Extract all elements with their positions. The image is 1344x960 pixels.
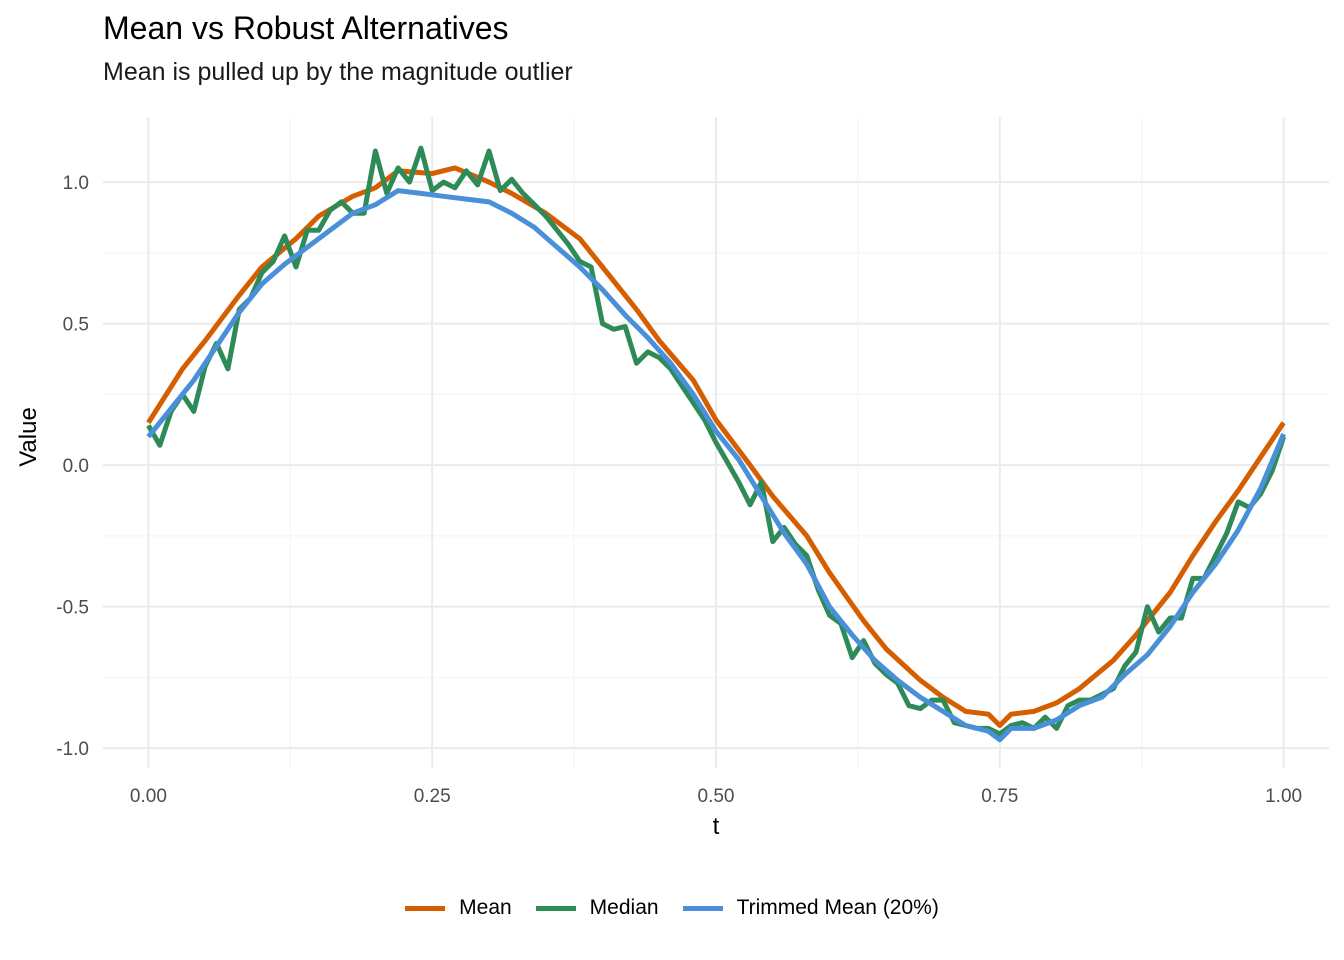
x-axis-ticks: 0.00 0.25 0.50 0.75 1.00 xyxy=(130,786,1302,807)
legend-label-mean: Mean xyxy=(459,896,512,919)
y-axis-title: Value xyxy=(15,407,42,467)
legend-swatch-median xyxy=(535,905,576,911)
plot-area: 0.00 0.25 0.50 0.75 1.00 -1.0 -0.5 0.0 0.5 1.0 t… xyxy=(15,117,1329,840)
legend-label-median: Median xyxy=(589,896,659,919)
chart-subtitle: Mean is pulled up by the magnitude outli… xyxy=(103,58,573,86)
y-tick-label: 1.0 xyxy=(63,173,89,194)
x-tick-label: 0.75 xyxy=(981,786,1018,807)
y-tick-label: -0.5 xyxy=(56,598,89,619)
legend: Mean Median Trimmed Mean (20%) xyxy=(0,888,1344,928)
chart-title: Mean vs Robust Alternatives xyxy=(103,10,509,46)
y-axis-ticks: -1.0 -0.5 0.0 0.5 1.0 xyxy=(56,173,89,760)
y-tick-label: 0.0 xyxy=(63,456,89,477)
series-line-trimmed-mean-20 xyxy=(146,188,1286,743)
legend-label-trimmed-mean: Trimmed Mean (20%) xyxy=(736,896,939,919)
y-tick-label: 0.5 xyxy=(63,315,89,336)
legend-item-mean: Mean xyxy=(405,896,512,920)
x-tick-label: 0.00 xyxy=(130,786,167,807)
x-axis-title: t xyxy=(713,813,720,840)
legend-item-median: Median xyxy=(535,896,659,920)
x-tick-label: 1.00 xyxy=(1265,786,1302,807)
y-tick-label: -1.0 xyxy=(56,739,89,760)
series-layer xyxy=(146,145,1286,743)
legend-item-trimmed-mean: Trimmed Mean (20%) xyxy=(682,896,939,920)
legend-swatch-mean xyxy=(405,905,446,911)
legend-swatch-trimmed-mean xyxy=(682,905,723,911)
x-tick-label: 0.25 xyxy=(414,786,451,807)
x-tick-label: 0.50 xyxy=(698,786,735,807)
